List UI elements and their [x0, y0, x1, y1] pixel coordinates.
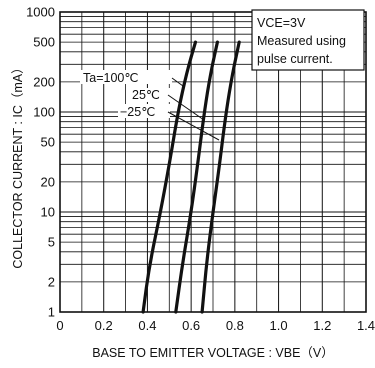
- x-tick-label: 0: [56, 318, 63, 333]
- x-tick-label: 0.8: [226, 318, 244, 333]
- leader-minus25c: [167, 111, 220, 141]
- series-line-2: [200, 40, 241, 314]
- x-tick-label: 0.4: [138, 318, 156, 333]
- y-axis-label: COLLECTOR CURRENT : IC（mA）: [11, 61, 25, 268]
- label-bg-3: [118, 104, 170, 118]
- note-line-1: VCE=3V: [257, 16, 306, 30]
- series-line-1: [174, 40, 219, 314]
- y-tick-label: 20: [41, 174, 55, 189]
- x-tick-label: 1.0: [270, 318, 288, 333]
- y-tick-labels: 1 2 5 10 20 50 100 200 500 1000: [26, 5, 55, 320]
- curve-label-25c: 25℃: [132, 88, 160, 102]
- y-tick-label: 1000: [26, 5, 55, 20]
- curves: [141, 40, 241, 314]
- condition-note: VCE=3V Measured using pulse current.: [251, 9, 365, 71]
- x-tick-label: 1.4: [357, 318, 375, 333]
- y-tick-label: 10: [41, 205, 55, 220]
- leader-25c: [167, 94, 205, 121]
- condition-note-box: [251, 9, 365, 71]
- y-tick-label: 200: [33, 74, 55, 89]
- curve-label-100c: Ta=100℃: [83, 71, 138, 85]
- curve-labels: Ta=100℃ 25℃ −25℃: [80, 70, 220, 141]
- plot-frame: [59, 11, 367, 313]
- x-axis-label: BASE TO EMITTER VOLTAGE : VBE（V）: [92, 346, 334, 360]
- y-tick-label: 1: [48, 305, 55, 320]
- y-tick-label: 100: [33, 105, 55, 120]
- x-tick-labels: 0 0.2 0.4 0.6 0.8 1.0 1.2 1.4: [56, 318, 375, 333]
- x-tick-label: 0.2: [95, 318, 113, 333]
- y-tick-label: 5: [48, 235, 55, 250]
- label-bg-2: [130, 88, 170, 102]
- y-tick-label: 2: [48, 274, 55, 289]
- series-line-0: [141, 40, 198, 314]
- curve-label-minus25c: −25℃: [120, 105, 155, 119]
- x-tick-label: 1.2: [313, 318, 331, 333]
- leader-100c: [171, 77, 184, 87]
- x-tick-label: 0.6: [182, 318, 200, 333]
- label-bg-1: [80, 70, 172, 84]
- note-line-3: pulse current.: [257, 52, 333, 66]
- y-tick-label: 500: [33, 35, 55, 50]
- note-line-2: Measured using: [257, 34, 346, 48]
- y-tick-label: 50: [41, 135, 55, 150]
